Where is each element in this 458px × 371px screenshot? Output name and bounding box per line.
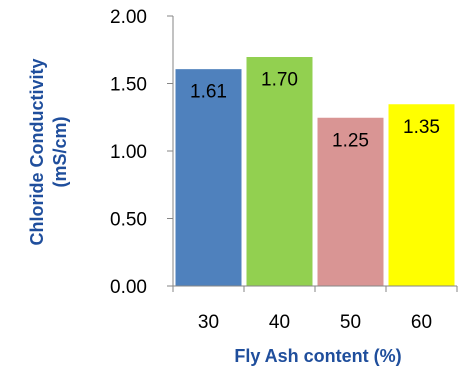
y-tick-label: 1.00 xyxy=(110,142,147,163)
x-axis-title: Fly Ash content (%) xyxy=(234,346,401,366)
x-axis-ticks: 30 40 50 60 xyxy=(172,286,458,333)
y-tick-label: 0.50 xyxy=(110,210,147,231)
x-tick-label: 50 xyxy=(340,312,361,333)
data-label-60: 1.35 xyxy=(403,117,440,138)
data-label-40: 1.70 xyxy=(261,70,298,91)
y-tick-label: 1.50 xyxy=(110,75,147,96)
y-tick-label: 0.00 xyxy=(110,277,147,298)
y-axis-title: Chloride Conductivity (mS/cm) xyxy=(27,58,70,245)
y-axis-title-line1: Chloride Conductivity xyxy=(27,58,47,245)
y-tick-label: 2.00 xyxy=(110,7,147,28)
x-tick-label: 30 xyxy=(198,312,219,333)
x-tick-label: 60 xyxy=(411,312,432,333)
y-axis-ticks: 0.00 0.50 1.00 1.50 2.00 xyxy=(110,7,173,298)
x-tick-label: 40 xyxy=(269,312,290,333)
bar-30 xyxy=(174,68,243,287)
bar-50 xyxy=(316,116,385,287)
data-label-30: 1.61 xyxy=(190,82,227,103)
data-labels-layer: 1.61 1.70 1.25 1.35 xyxy=(190,70,440,152)
y-axis-title-line2: (mS/cm) xyxy=(50,116,70,187)
bar-60 xyxy=(387,103,456,287)
bar-40 xyxy=(245,56,314,287)
bars-layer xyxy=(174,56,456,287)
data-label-50: 1.25 xyxy=(332,130,369,151)
